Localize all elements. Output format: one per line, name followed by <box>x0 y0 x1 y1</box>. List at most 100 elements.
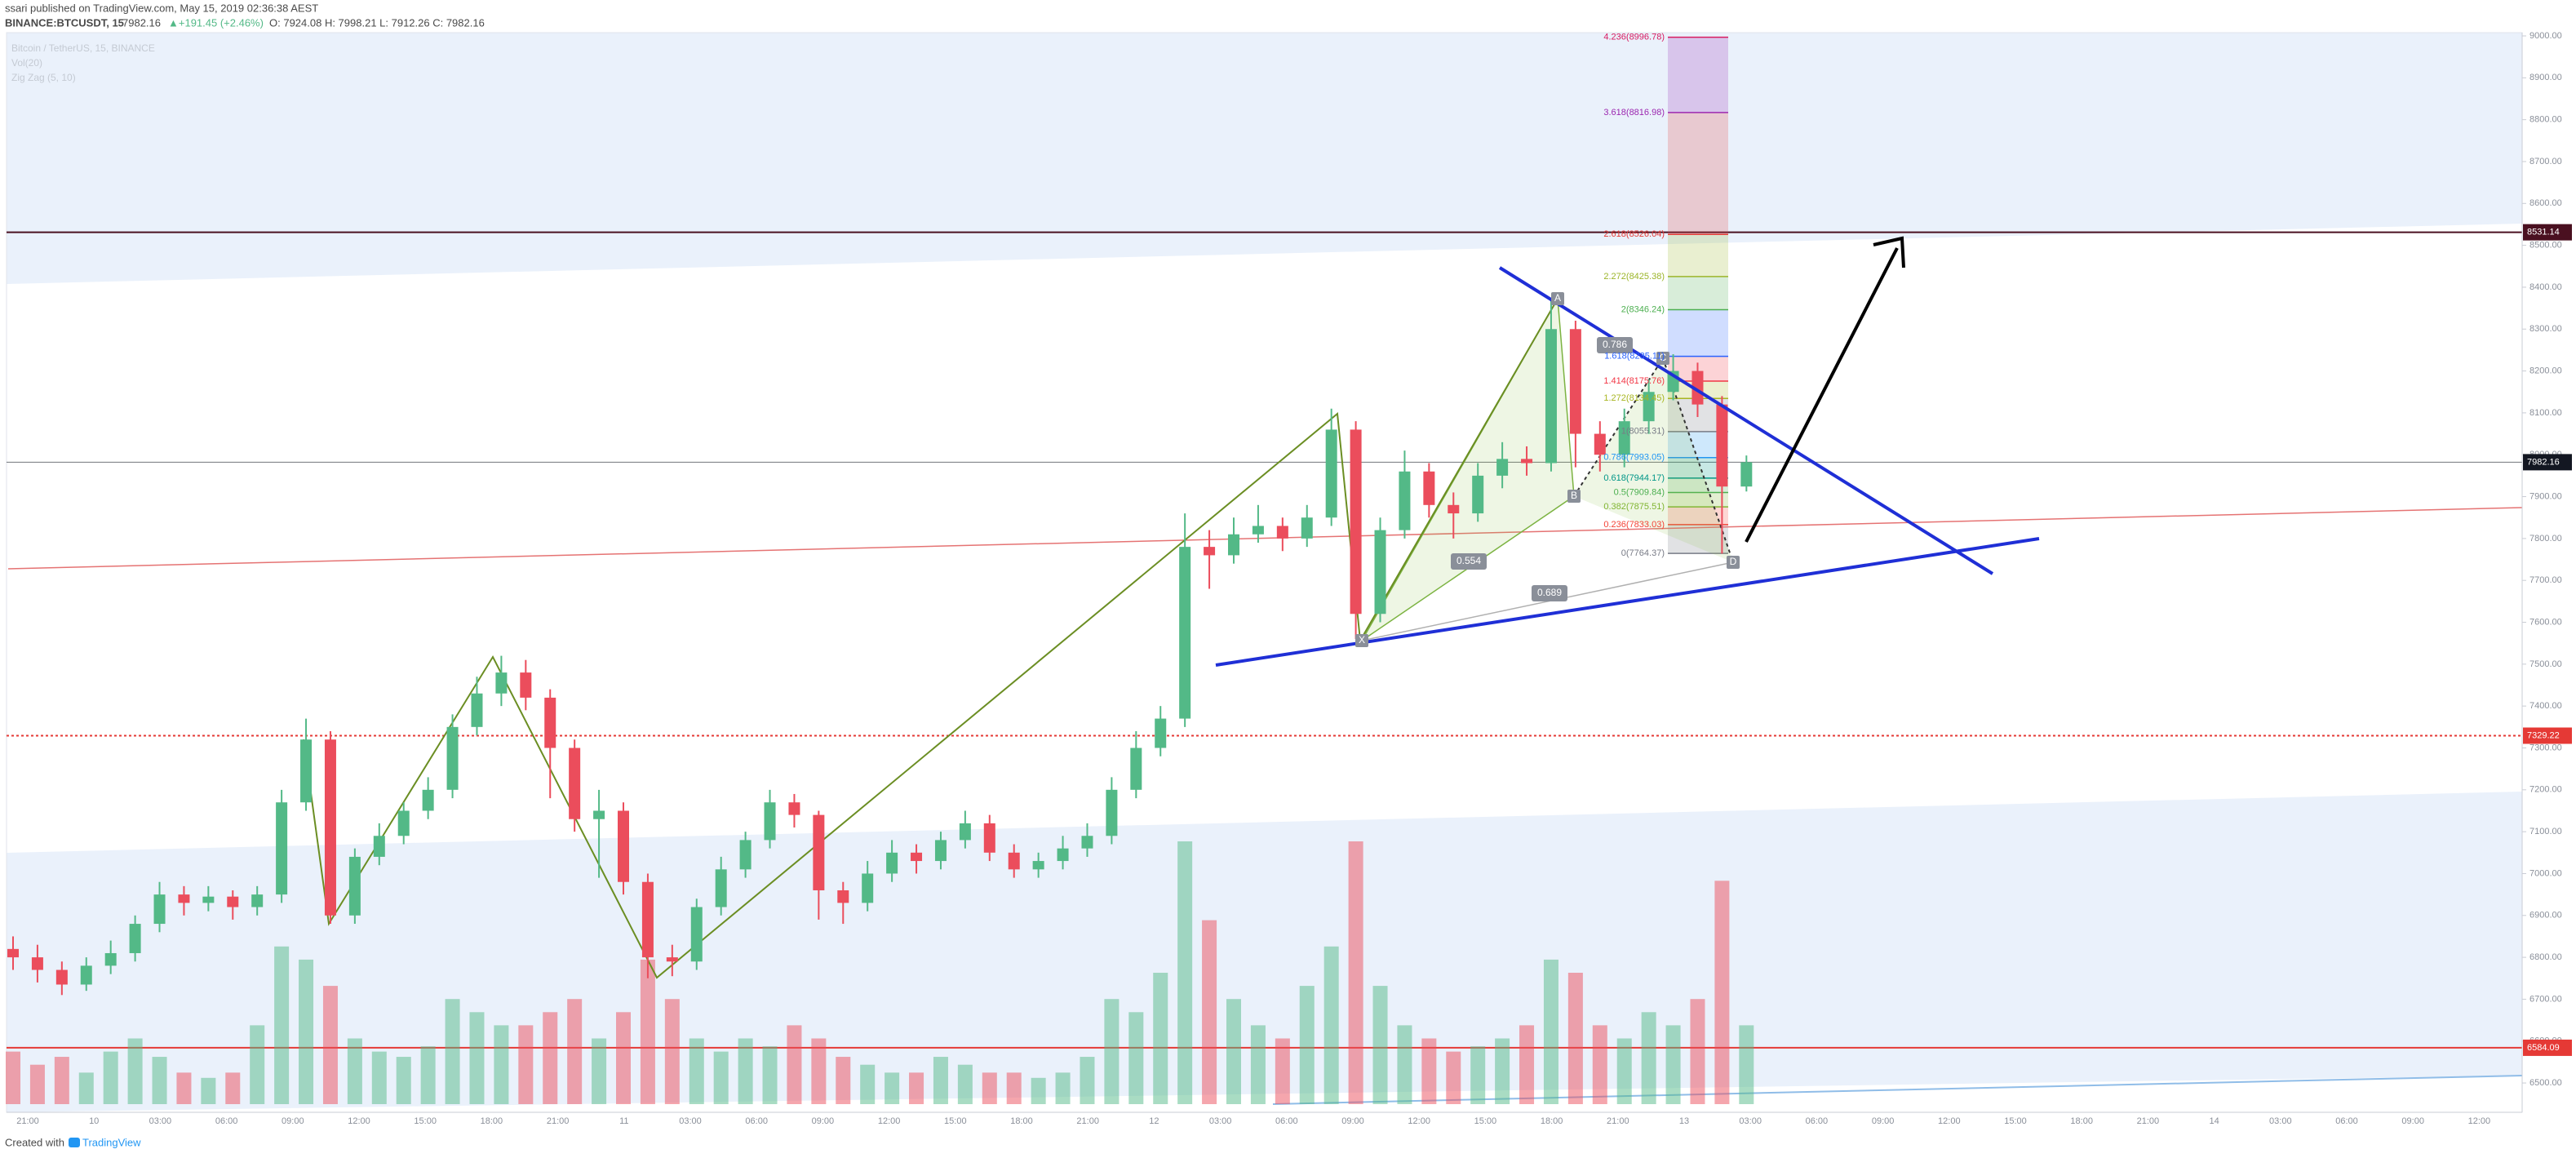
fib-label: 0(7764.37) <box>1621 548 1665 558</box>
fib-label: 2(8346.24) <box>1621 304 1665 314</box>
fib-label: 1.272(8134.45) <box>1603 393 1665 403</box>
volume-bar <box>1690 999 1705 1104</box>
volume-bar <box>103 1051 118 1104</box>
candle-body <box>813 814 825 890</box>
volume-bar <box>957 1064 973 1104</box>
channel-bottom <box>7 792 2522 1112</box>
volume-bar <box>885 1072 900 1104</box>
candle-body <box>1472 475 1484 514</box>
candle-body <box>959 823 971 841</box>
ratio-box <box>1451 553 1487 570</box>
fib-label: 0.618(7944.17) <box>1603 473 1665 483</box>
y-tick-label: 6900.00 <box>2529 911 2562 921</box>
ratio-label: 0.554 <box>1456 555 1481 566</box>
candle-body <box>178 894 190 903</box>
price-label-bg <box>2523 454 2572 471</box>
channel-top <box>7 33 2522 284</box>
x-tick-label: 03:00 <box>1739 1116 1762 1126</box>
candle-body <box>227 896 239 907</box>
volume-bar <box>1495 1038 1510 1104</box>
x-tick-label: 21:00 <box>16 1116 39 1126</box>
volume-bar <box>689 1038 704 1104</box>
y-tick-label: 8900.00 <box>2529 73 2562 82</box>
ratio-label: 0.786 <box>1603 339 1627 350</box>
x-tick-label: 14 <box>2209 1116 2219 1126</box>
candle-body <box>276 802 288 895</box>
trendline-lower <box>1215 537 2040 667</box>
x-tick-label: 12:00 <box>1938 1116 1961 1126</box>
y-tick-label: 6800.00 <box>2529 952 2562 962</box>
y-tick-label: 8700.00 <box>2529 157 2562 166</box>
volume-bar <box>250 1025 265 1104</box>
volume-bar <box>1031 1077 1046 1104</box>
price-label-bg <box>2523 727 2572 744</box>
candle-body <box>593 810 605 819</box>
volume-bar <box>1397 1025 1412 1104</box>
volume-bar <box>738 1038 753 1104</box>
fib-band <box>1668 477 1728 493</box>
fib-band <box>1668 112 1728 235</box>
x-tick-label: 12:00 <box>2468 1116 2491 1126</box>
candle-body <box>1106 789 1118 836</box>
back-layer <box>6 231 2522 1104</box>
candle-body <box>7 948 19 958</box>
y-tick-label: 7700.00 <box>2529 575 2562 585</box>
point-box <box>1355 634 1368 647</box>
x-tick-label: 03:00 <box>679 1116 702 1126</box>
fib-label: 0.5(7909.84) <box>1614 487 1665 497</box>
candle-body <box>1179 547 1191 719</box>
fib-band <box>1668 309 1728 357</box>
volume-bar <box>1323 946 1339 1104</box>
fib-band <box>1668 234 1728 277</box>
candle-layer <box>7 299 1753 996</box>
candle-body <box>1423 471 1435 505</box>
volume-bar <box>1446 1051 1461 1104</box>
volume-bar <box>933 1057 948 1104</box>
y-tick-label: 8600.00 <box>2529 198 2562 208</box>
point-box <box>1567 490 1581 503</box>
volume-bar <box>29 1064 45 1104</box>
volume-bar <box>811 1038 827 1104</box>
volume-bar <box>787 1025 802 1104</box>
legend-symbol: Bitcoin / TetherUS, 15, BINANCE <box>11 42 155 54</box>
candle-body <box>1252 526 1264 535</box>
fib-label: 0.382(7875.51) <box>1603 502 1665 512</box>
candle-body <box>202 896 215 903</box>
x-tick-label: 09:00 <box>1341 1116 1364 1126</box>
fib-label: 0.786(7993.05) <box>1603 453 1665 463</box>
volume-bar <box>78 1072 94 1104</box>
volume-bar <box>1226 999 1241 1104</box>
candle-body <box>348 856 361 916</box>
volume-bar <box>1543 959 1558 1104</box>
y-tick-label: 7400.00 <box>2529 701 2562 711</box>
price-label: 8531.14 <box>2527 228 2560 237</box>
candle-body <box>1496 459 1509 476</box>
x-tick-label: 15:00 <box>1474 1116 1497 1126</box>
candle-body <box>1569 329 1581 434</box>
y-tick-label: 7500.00 <box>2529 659 2562 669</box>
fib-label: 3.618(8816.98) <box>1603 108 1665 118</box>
y-tick-label: 8100.00 <box>2529 408 2562 418</box>
volume-bar <box>1567 973 1583 1104</box>
candle-body <box>1301 517 1313 539</box>
x-tick-label: 18:00 <box>2070 1116 2093 1126</box>
x-tick-label: 18:00 <box>1010 1116 1033 1126</box>
ratio-box <box>1597 337 1633 353</box>
candle-body <box>983 823 995 853</box>
volume-bar <box>396 1057 411 1104</box>
x-tick-label: 18:00 <box>1541 1116 1563 1126</box>
volume-bar <box>299 959 314 1104</box>
point-label: B <box>1571 490 1577 501</box>
x-tick-label: 12 <box>1149 1116 1159 1126</box>
candle-body <box>520 672 532 698</box>
ratio-label: 0.689 <box>1537 587 1562 598</box>
fib-band <box>1668 524 1728 554</box>
footer-brand: TradingView <box>82 1136 141 1148</box>
volume-bar <box>616 1012 631 1104</box>
volume-bar <box>445 999 460 1104</box>
candle-body <box>641 881 654 958</box>
fib-band <box>1668 507 1728 525</box>
volume-bar <box>1592 1025 1607 1104</box>
